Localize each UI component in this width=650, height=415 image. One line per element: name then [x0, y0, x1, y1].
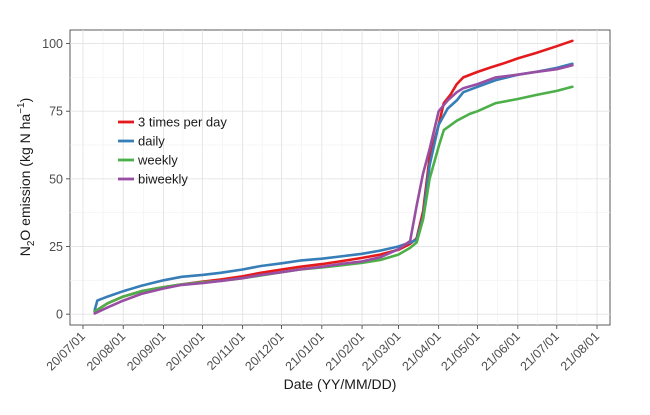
x-tick-label: 21/02/01 — [323, 329, 367, 373]
x-tick-label: 21/03/01 — [359, 329, 403, 373]
x-tick-label: 21/07/01 — [518, 329, 562, 373]
y-tick-label: 100 — [42, 37, 63, 51]
legend-label-daily: daily — [138, 134, 165, 149]
legend-label-3-times-per-day: 3 times per day — [138, 115, 227, 130]
x-tick-label: 21/06/01 — [479, 329, 523, 373]
x-tick-label: 20/11/01 — [204, 329, 248, 373]
legend-label-weekly: weekly — [137, 153, 178, 168]
y-title-close: ) — [17, 98, 33, 103]
series-line-biweekly — [93, 63, 574, 315]
legend: 3 times per day daily weekly biweekly — [118, 115, 227, 187]
x-tick-label: 20/12/01 — [242, 329, 286, 373]
y-tick-label: 75 — [49, 105, 63, 119]
x-axis: 20/07/0120/08/0120/09/0120/10/0120/11/01… — [44, 325, 602, 374]
y-tick-label: 25 — [49, 240, 63, 254]
x-tick-label: 20/07/01 — [44, 329, 88, 373]
x-tick-label: 21/01/01 — [283, 329, 327, 373]
y-axis: 0 25 50 75 100 — [42, 37, 70, 322]
series-line-daily — [93, 62, 574, 312]
y-title-superscript: −1 — [16, 102, 27, 114]
y-title-main: O emission (kg N ha — [17, 114, 33, 241]
series-lines — [93, 39, 574, 315]
y-axis-title: N2O emission (kg N ha−1) — [16, 98, 37, 257]
x-tick-label: 21/08/01 — [558, 329, 602, 373]
y-title-base: N — [17, 246, 33, 256]
x-tick-label: 20/08/01 — [84, 329, 128, 373]
x-tick-label: 21/05/01 — [438, 329, 482, 373]
y-tick-label: 0 — [56, 308, 63, 322]
x-tick-label: 20/10/01 — [163, 329, 207, 373]
x-tick-label: 21/04/01 — [399, 329, 443, 373]
x-tick-label: 20/09/01 — [124, 329, 168, 373]
x-axis-title: Date (YY/MM/DD) — [284, 376, 397, 392]
y-tick-label: 50 — [49, 172, 63, 186]
legend-label-biweekly: biweekly — [138, 172, 188, 187]
y-title-subscript: 2 — [26, 240, 37, 246]
plot-panel — [69, 29, 611, 326]
